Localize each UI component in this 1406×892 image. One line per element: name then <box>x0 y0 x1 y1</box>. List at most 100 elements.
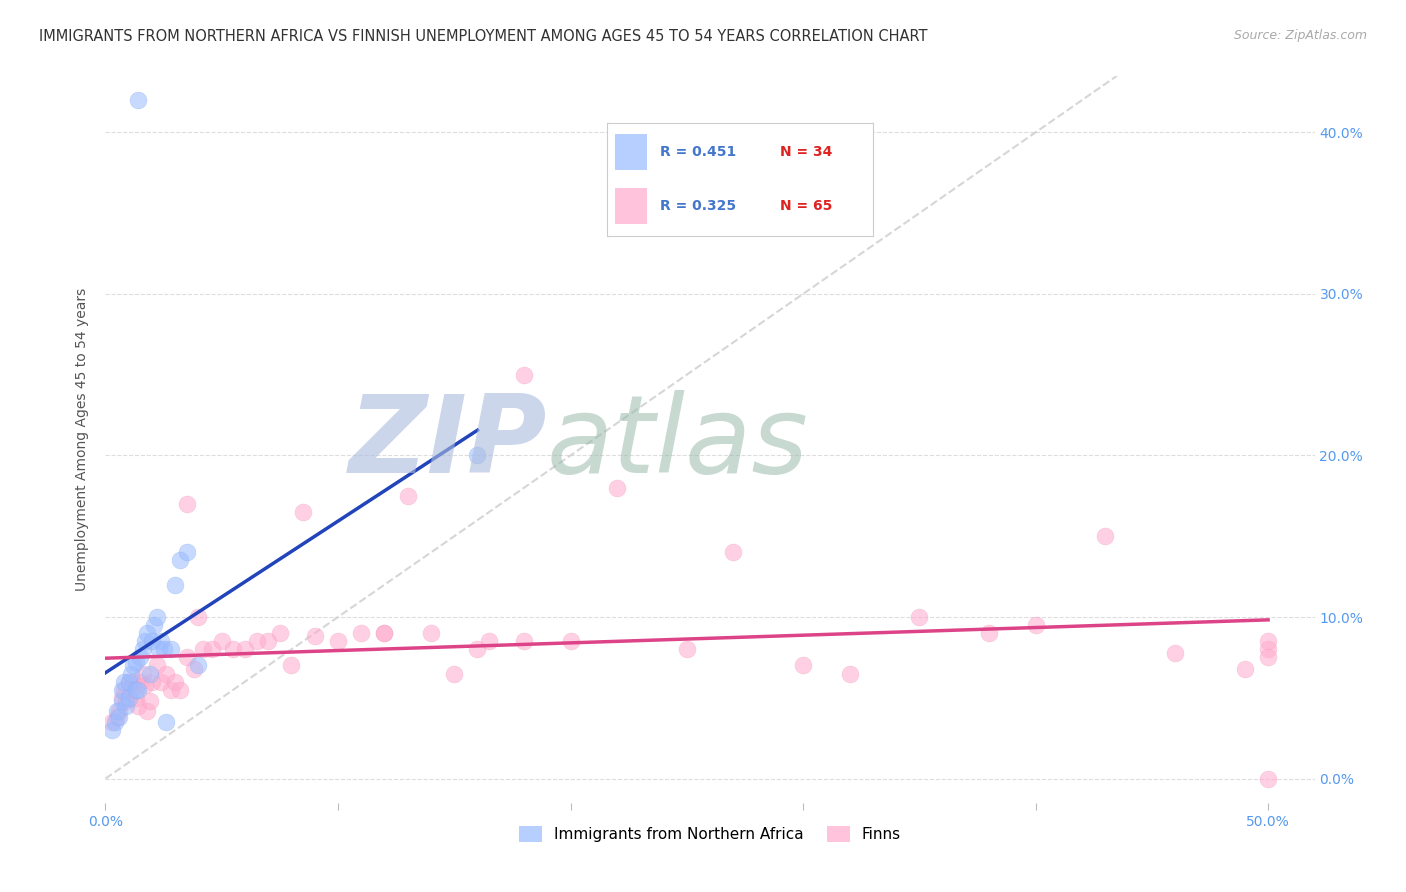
Point <box>723 545 745 559</box>
Point <box>131 642 153 657</box>
Point <box>129 674 152 689</box>
Point <box>150 634 173 648</box>
Point <box>1233 662 1256 676</box>
Point <box>111 690 134 705</box>
Point <box>169 553 191 567</box>
Point <box>118 674 141 689</box>
Point <box>169 682 191 697</box>
Point <box>143 618 166 632</box>
Point <box>373 626 395 640</box>
Point <box>292 505 315 519</box>
Point <box>131 666 153 681</box>
Text: Source: ZipAtlas.com: Source: ZipAtlas.com <box>1233 29 1367 42</box>
Point <box>191 642 214 657</box>
Point <box>560 634 582 648</box>
Point <box>145 658 167 673</box>
Y-axis label: Unemployment Among Ages 45 to 54 years: Unemployment Among Ages 45 to 54 years <box>76 288 90 591</box>
Point <box>101 714 124 729</box>
Point <box>155 666 177 681</box>
Point <box>138 666 160 681</box>
Legend: Immigrants from Northern Africa, Finns: Immigrants from Northern Africa, Finns <box>512 819 908 850</box>
Point <box>152 642 174 657</box>
Point <box>108 704 131 718</box>
Point <box>129 650 152 665</box>
Point <box>304 629 326 643</box>
Point <box>222 642 245 657</box>
Point <box>187 610 209 624</box>
Point <box>467 642 489 657</box>
Text: IMMIGRANTS FROM NORTHERN AFRICA VS FINNISH UNEMPLOYMENT AMONG AGES 45 TO 54 YEAR: IMMIGRANTS FROM NORTHERN AFRICA VS FINNI… <box>39 29 928 44</box>
Point <box>675 642 697 657</box>
Point <box>513 634 536 648</box>
Point <box>838 666 860 681</box>
Point <box>120 666 142 681</box>
Point <box>118 690 141 705</box>
Point <box>165 578 187 592</box>
Point <box>792 658 814 673</box>
Point <box>134 678 156 692</box>
Point <box>257 634 280 648</box>
Point <box>233 642 256 657</box>
Point <box>111 694 134 708</box>
Point <box>122 674 145 689</box>
Point <box>1257 642 1279 657</box>
Point <box>127 682 149 697</box>
Point <box>606 481 628 495</box>
Point <box>280 658 302 673</box>
Point <box>112 674 135 689</box>
Point <box>908 610 931 624</box>
Point <box>326 634 349 648</box>
Point <box>111 682 134 697</box>
Point <box>112 682 135 697</box>
Point <box>246 634 269 648</box>
Point <box>150 674 173 689</box>
Point <box>187 658 209 673</box>
Point <box>105 710 128 724</box>
Point <box>136 704 159 718</box>
Point <box>1164 646 1187 660</box>
Point <box>115 698 138 713</box>
Point <box>176 650 198 665</box>
Point <box>115 694 138 708</box>
Point <box>122 658 145 673</box>
Point <box>183 662 205 676</box>
Point <box>155 714 177 729</box>
Point <box>201 642 224 657</box>
Point <box>159 682 181 697</box>
Point <box>1257 650 1279 665</box>
Point <box>443 666 465 681</box>
Point <box>373 626 395 640</box>
Point <box>159 642 181 657</box>
Point <box>1257 634 1279 648</box>
Point <box>124 682 148 697</box>
Point <box>269 626 291 640</box>
Point <box>141 634 163 648</box>
Point <box>396 489 419 503</box>
Point <box>513 368 536 382</box>
Point <box>105 704 128 718</box>
Point <box>124 690 148 705</box>
Point <box>977 626 1000 640</box>
Point <box>467 449 489 463</box>
Point <box>1025 618 1047 632</box>
Point <box>101 723 124 737</box>
Point <box>420 626 443 640</box>
Point <box>138 694 160 708</box>
Point <box>136 626 159 640</box>
Point <box>148 642 170 657</box>
Point <box>176 545 198 559</box>
Point <box>127 698 149 713</box>
Point <box>134 634 156 648</box>
Point <box>124 655 148 669</box>
Point <box>145 610 167 624</box>
Text: atlas: atlas <box>547 391 808 495</box>
Point <box>127 93 149 107</box>
Point <box>478 634 501 648</box>
Point <box>141 674 163 689</box>
Point <box>120 682 142 697</box>
Point <box>1257 772 1279 786</box>
Point <box>1094 529 1116 543</box>
Text: ZIP: ZIP <box>349 390 547 496</box>
Point <box>108 710 131 724</box>
Point <box>104 714 127 729</box>
